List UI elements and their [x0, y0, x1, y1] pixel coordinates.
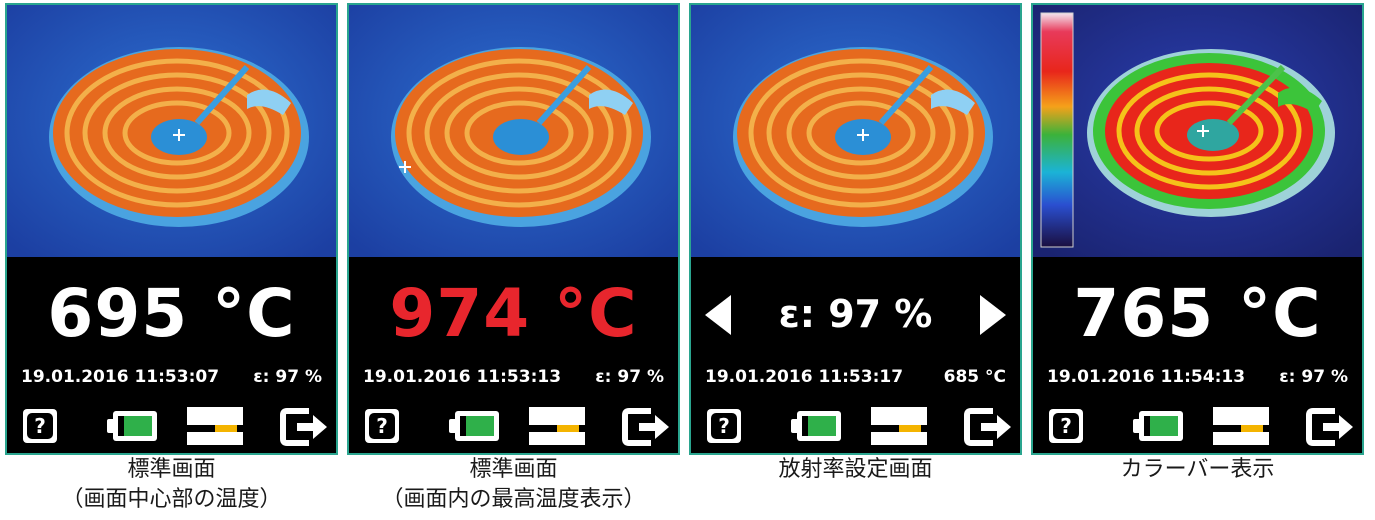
help-glyph: ? — [1053, 413, 1079, 439]
thermal-image — [1033, 5, 1362, 257]
emissivity-value: ε: 97 % — [1279, 367, 1348, 387]
memory-card-icon — [529, 407, 585, 445]
emissivity-setting-row: ε: 97 % — [691, 273, 1020, 355]
caption-title: 標準画面 — [469, 457, 558, 482]
crosshair-icon — [1197, 125, 1209, 137]
caption-standard-max: 標準画面 （画面内の最高温度表示） — [347, 455, 680, 515]
crosshair-icon — [173, 129, 185, 141]
caption-standard-center: 標準画面 （画面中心部の温度） — [5, 455, 338, 515]
exit-icon[interactable] — [963, 405, 1011, 449]
toolbar: ? — [691, 405, 1020, 449]
memory-card-icon — [187, 407, 243, 445]
current-temperature: 685 °C — [943, 367, 1006, 387]
battery-icon — [449, 411, 503, 441]
help-icon[interactable]: ? — [707, 409, 741, 443]
memory-card-icon — [871, 407, 927, 445]
exit-icon[interactable] — [621, 405, 669, 449]
toolbar: ? — [349, 405, 678, 449]
decrease-arrow-icon[interactable] — [705, 295, 731, 335]
caption-subtitle: （画面中心部の温度） — [61, 487, 282, 512]
help-icon[interactable]: ? — [1049, 409, 1083, 443]
caption-title: カラーバー表示 — [1120, 457, 1275, 482]
max-temperature: 974 °C — [389, 275, 638, 352]
caption-emissivity-setting: 放射率設定画面 — [689, 455, 1022, 485]
exit-icon[interactable] — [1305, 405, 1353, 449]
timestamp: 19.01.2016 11:53:07 — [21, 367, 220, 387]
panel-center-temperature: 695 °C 19.01.2016 11:53:07 ε: 97 % ? — [5, 3, 338, 455]
help-glyph: ? — [711, 413, 737, 439]
caption-title: 放射率設定画面 — [778, 457, 933, 482]
toolbar: ? — [1033, 405, 1362, 449]
timestamp: 19.01.2016 11:53:13 — [363, 367, 562, 387]
thermal-image — [349, 5, 678, 257]
caption-color-bar: カラーバー表示 — [1031, 455, 1364, 485]
timestamp: 19.01.2016 11:54:13 — [1047, 367, 1246, 387]
timestamp: 19.01.2016 11:53:17 — [705, 367, 904, 387]
panel-color-bar: 765 °C 19.01.2016 11:54:13 ε: 97 % ? — [1031, 3, 1364, 455]
caption-subtitle: （画面内の最高温度表示） — [381, 487, 646, 512]
emissivity-setting-value: ε: 97 % — [778, 292, 933, 336]
color-scale-bar — [1040, 12, 1074, 248]
battery-icon — [791, 411, 845, 441]
crosshair-icon — [857, 129, 869, 141]
crosshair-icon — [399, 161, 411, 173]
panel-emissivity-setting: ε: 97 % 19.01.2016 11:53:17 685 °C ? — [689, 3, 1022, 455]
increase-arrow-icon[interactable] — [980, 295, 1006, 335]
toolbar: ? — [7, 405, 336, 449]
exit-icon[interactable] — [279, 405, 327, 449]
caption-title: 標準画面 — [127, 457, 216, 482]
measured-temperature: 695 °C — [47, 275, 296, 352]
measured-temperature: 765 °C — [1073, 275, 1322, 352]
panel-max-temperature: 974 °C 19.01.2016 11:53:13 ε: 97 % ? — [347, 3, 680, 455]
emissivity-value: ε: 97 % — [595, 367, 664, 387]
help-icon[interactable]: ? — [365, 409, 399, 443]
battery-icon — [1133, 411, 1187, 441]
memory-card-icon — [1213, 407, 1269, 445]
battery-icon — [107, 411, 161, 441]
emissivity-value: ε: 97 % — [253, 367, 322, 387]
help-glyph: ? — [369, 413, 395, 439]
thermal-image — [691, 5, 1020, 257]
help-icon[interactable]: ? — [23, 409, 57, 443]
help-glyph: ? — [27, 413, 53, 439]
thermal-image — [7, 5, 336, 257]
